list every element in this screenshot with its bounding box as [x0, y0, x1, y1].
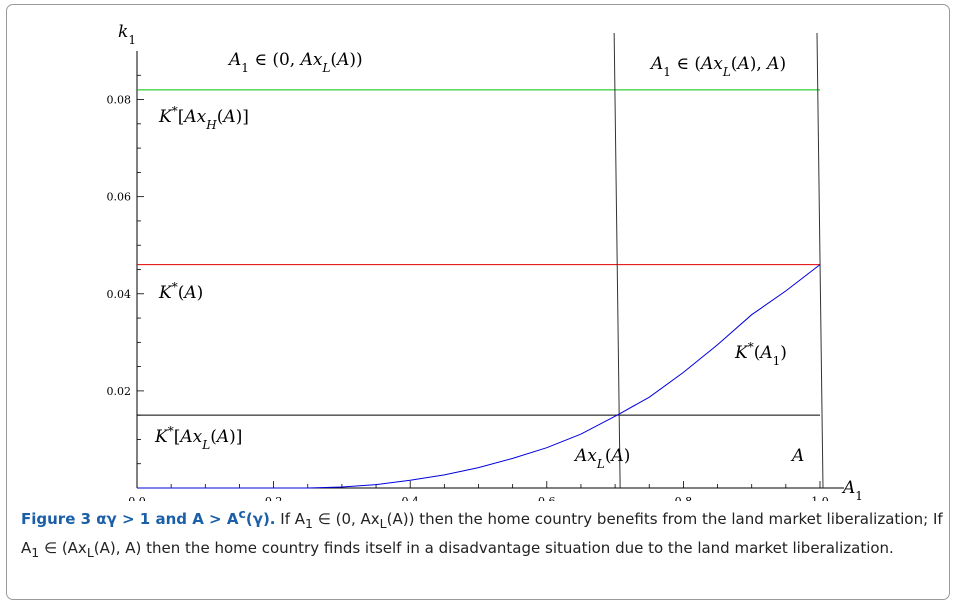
- curve-k-star-a1: [307, 264, 821, 489]
- x-tick-label: 0.8: [675, 495, 693, 501]
- x-axis-label: A1: [841, 478, 863, 501]
- x-tick-label: 0.4: [401, 495, 419, 501]
- x-tick-label: 1.0: [811, 495, 829, 501]
- axl-label: AxL(A): [573, 446, 630, 471]
- vertical-lines: [613, 32, 824, 489]
- y-tick-label: 0.08: [107, 94, 132, 107]
- x-tick-label: 0.6: [538, 495, 556, 501]
- region-left-label: A1 ∈ (0, AxL(A)): [227, 50, 363, 75]
- x-tick-label: 0.2: [265, 495, 283, 501]
- y-tick-label: 0.02: [107, 385, 132, 398]
- vline-axl: [613, 32, 621, 489]
- figure-frame: 0.0 0.2 0.4 0.6 0.8 1.0 0.02 0.04 0.06 0.08 k1 A1 A…: [6, 4, 950, 600]
- y-axis-label: k1: [118, 22, 136, 47]
- region-right-label: A1 ∈ (AxL(A), A): [649, 54, 786, 79]
- chart: 0.0 0.2 0.4 0.6 0.8 1.0 0.02 0.04 0.06 0.08 k1 A1 A…: [107, 22, 863, 501]
- horizontal-lines: [137, 89, 820, 416]
- vline-a: [816, 32, 824, 489]
- x-tick-label: 0.0: [128, 495, 146, 501]
- caption-head: Figure 3 αγ > 1 and A > Ac(γ).: [21, 506, 276, 528]
- y-tick-label: 0.06: [107, 191, 132, 204]
- annotation-labels: k1 A1 A1 ∈ (0, AxL(A)) A1 ∈ (AxL(A), A) K*[A…: [118, 22, 863, 501]
- k-mid-label: K*(A): [158, 280, 203, 303]
- figure-caption: Figure 3 αγ > 1 and A > Ac(γ). If A1 ∈ (…: [21, 506, 943, 560]
- k-high-label: K*[AxH(A)]: [158, 104, 249, 132]
- k-curve-label: K*(A1): [734, 340, 787, 368]
- y-tick-label: 0.04: [107, 288, 132, 301]
- curve-group: [137, 264, 821, 489]
- a-label: A: [790, 446, 804, 466]
- k-low-label: K*[AxL(A)]: [154, 424, 242, 452]
